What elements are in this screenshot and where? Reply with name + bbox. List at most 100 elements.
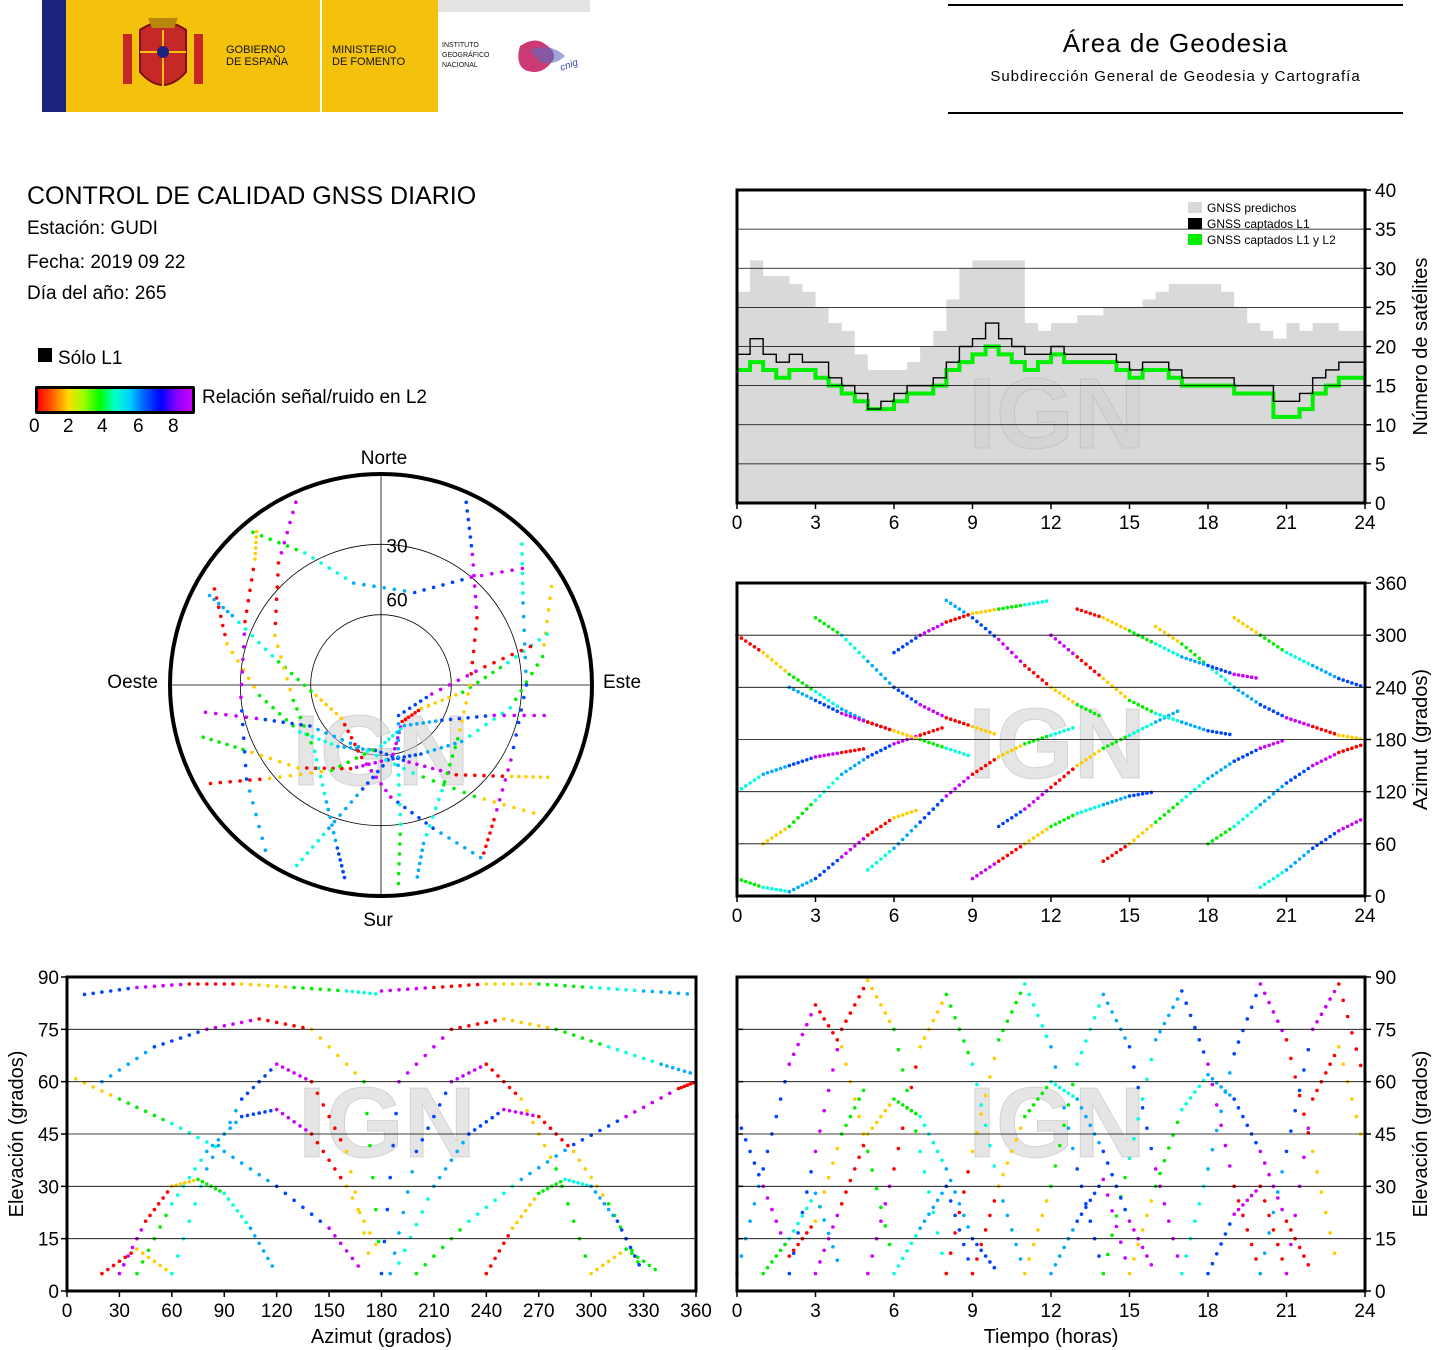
elev-time-trace-point xyxy=(1114,1018,1119,1023)
azimuth-trace-point xyxy=(905,642,909,646)
sky-trace-point xyxy=(275,585,280,589)
azimuth-trace-point xyxy=(870,830,874,834)
azimuth-trace-point xyxy=(1324,670,1328,674)
azimuth-trace-point xyxy=(809,879,813,883)
sky-trace-point xyxy=(490,824,494,829)
elev-az-trace-point xyxy=(143,1219,148,1223)
elev-az-trace-point xyxy=(135,1247,139,1251)
azimuth-trace-point xyxy=(1293,775,1297,779)
elev-az-trace-point xyxy=(467,1024,471,1028)
sky-trace-point xyxy=(410,810,414,815)
elev-az-trace-point xyxy=(624,1247,628,1251)
elev-time-trace-point xyxy=(1119,1240,1123,1244)
elev-az-trace-point xyxy=(366,1251,371,1255)
elev-time-trace-point xyxy=(1123,1207,1127,1212)
sky-trace-point xyxy=(483,675,488,680)
azimuth-trace-point xyxy=(1145,827,1149,832)
azimuth-trace-point xyxy=(1232,759,1236,763)
elev-time-trace-point xyxy=(944,1271,949,1276)
sky-trace-point xyxy=(276,660,281,664)
elev-time-trace-point xyxy=(1262,1251,1267,1255)
azimuth-trace-point xyxy=(983,626,988,631)
elev-az-trace-point xyxy=(111,1263,116,1268)
sky-trace-point xyxy=(324,731,328,735)
azimuth-trace-point xyxy=(935,711,940,716)
azimuth-trace-point xyxy=(809,802,813,807)
sky-trace-point xyxy=(433,701,438,705)
azimuth-trace-point xyxy=(1236,821,1241,825)
azimuth-trace-point xyxy=(1276,711,1280,716)
elev-time-trace-point xyxy=(1027,992,1031,997)
azimuth-trace-point xyxy=(1206,663,1210,668)
area-subtitle: Subdirección General de Geodesia y Carto… xyxy=(990,68,1361,85)
sky-trace-point xyxy=(249,578,254,582)
sky-trace-point xyxy=(250,750,254,755)
elev-az-trace-point xyxy=(449,1158,454,1162)
elev-time-trace-point xyxy=(1306,1263,1311,1267)
azimuth-trace-point xyxy=(896,740,901,745)
sky-trace-point xyxy=(271,705,275,710)
x-tick-label: 150 xyxy=(313,1301,345,1322)
elev-time-trace-point xyxy=(787,1254,792,1258)
sky-trace-point xyxy=(298,730,302,734)
azimuth-trace-point xyxy=(1075,702,1079,707)
elev-az-trace-point xyxy=(140,1260,145,1264)
elev-az-trace-point xyxy=(554,983,558,987)
elev-az-trace-point xyxy=(394,1111,398,1116)
elev-az-trace-point xyxy=(286,1068,291,1072)
sky-trace-point xyxy=(464,500,469,505)
sky-trace-point xyxy=(482,851,486,855)
sky-trace-point xyxy=(453,741,457,746)
legend-swatch xyxy=(1188,218,1202,229)
elev-time-trace-point xyxy=(1236,1199,1241,1203)
elev-time-trace-point xyxy=(931,1140,936,1145)
azimuth-trace-point xyxy=(870,752,874,757)
azimuth-trace-point xyxy=(1158,644,1162,648)
elev-az-trace-point xyxy=(391,1143,395,1148)
azimuth-trace-point xyxy=(861,758,866,762)
sky-trace-point xyxy=(466,692,470,696)
elev-time-trace-point xyxy=(905,1088,909,1093)
elev-time-trace-point xyxy=(870,986,874,991)
elev-az-trace-point xyxy=(558,1179,563,1184)
elev-az-trace-point xyxy=(633,1110,637,1114)
elev-az-trace-point xyxy=(519,1177,524,1182)
sky-trace-point xyxy=(545,632,549,636)
sky-trace-point xyxy=(509,774,514,779)
sky-trace-point xyxy=(225,742,229,747)
azimuth-trace-point xyxy=(1140,726,1145,731)
elev-time-trace-point xyxy=(1123,1175,1127,1180)
azimuth-trace-point xyxy=(988,608,992,613)
elev-az-trace-point xyxy=(566,1143,570,1148)
azimuth-trace-point xyxy=(1158,713,1162,717)
azimuth-trace-point xyxy=(1145,707,1149,711)
x-tick-label: 24 xyxy=(1354,906,1376,927)
sky-trace-point xyxy=(260,836,265,841)
elev-az-trace-point xyxy=(545,1160,550,1164)
sky-trace-point xyxy=(416,708,421,713)
elev-time-trace-point xyxy=(1040,1213,1045,1218)
elev-time-trace-point xyxy=(1114,1214,1119,1218)
azimuth-trace-point xyxy=(948,790,953,795)
elev-time-trace-point xyxy=(1206,1072,1210,1077)
elev-az-trace-point xyxy=(668,990,672,995)
elev-az-trace-point xyxy=(636,1255,640,1260)
sky-trace-point xyxy=(402,710,406,714)
sky-trace-point xyxy=(448,762,452,767)
sky-trace-point xyxy=(387,737,391,741)
azimuth-trace-point xyxy=(1271,792,1276,796)
sky-trace-point xyxy=(221,623,225,628)
sky-trace-point xyxy=(455,841,459,845)
azimuth-trace-point xyxy=(1254,806,1258,811)
azimuth-trace-point xyxy=(1040,830,1045,834)
azimuth-trace-point xyxy=(1010,816,1014,820)
elev-time-trace-point xyxy=(1332,1251,1337,1255)
elev-az-trace-point xyxy=(158,1225,162,1229)
y-axis-label: Elevación (grados) xyxy=(6,1051,28,1218)
azimuth-trace-point xyxy=(778,665,783,669)
sky-trace-point xyxy=(242,632,247,636)
elev-az-trace-point xyxy=(484,1120,489,1124)
azimuth-trace-point xyxy=(962,752,966,756)
elev-az-trace-point xyxy=(510,982,515,986)
azimuth-trace-point xyxy=(1271,642,1276,646)
